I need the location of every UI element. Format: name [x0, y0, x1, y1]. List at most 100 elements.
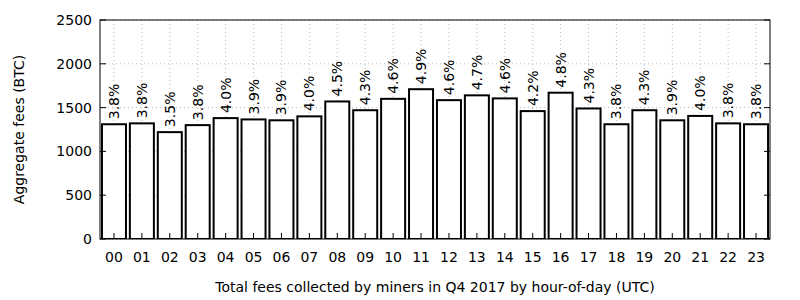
annotation: 4.6% — [385, 58, 401, 94]
x-tick-label: 21 — [691, 249, 709, 265]
x-tick-label: 23 — [747, 249, 765, 265]
x-tick-label: 07 — [300, 249, 318, 265]
bar — [493, 98, 517, 239]
annotation: 4.9% — [413, 49, 429, 85]
bar — [465, 95, 489, 239]
tick — [764, 151, 770, 152]
tick — [309, 233, 310, 239]
annotation: 3.5% — [162, 92, 178, 128]
annotation: 3.8% — [190, 85, 206, 121]
tick — [532, 233, 533, 239]
tick — [337, 233, 338, 239]
y-tick-label: 2000 — [56, 56, 92, 72]
x-tick-label: 09 — [356, 249, 374, 265]
tick — [560, 233, 561, 239]
annotation: 4.0% — [218, 78, 234, 114]
bar — [297, 116, 321, 239]
x-tick-label: 13 — [468, 249, 486, 265]
tick — [253, 233, 254, 239]
x-tick-label: 15 — [524, 249, 542, 265]
annotation: 3.8% — [106, 84, 122, 120]
x-tick-label: 05 — [245, 249, 263, 265]
bar — [269, 120, 293, 239]
frame — [100, 20, 770, 239]
tick — [764, 107, 770, 108]
bar — [744, 124, 768, 239]
x-tick-label: 01 — [133, 249, 151, 265]
x-tick-label: 10 — [384, 249, 402, 265]
y-axis-label: Aggregate fees (BTC) — [11, 55, 27, 204]
annotation: 4.0% — [692, 75, 708, 111]
x-tick-label: 06 — [273, 249, 291, 265]
x-tick-label: 03 — [189, 249, 207, 265]
bar — [242, 119, 266, 239]
bar — [549, 93, 573, 239]
tick — [764, 195, 770, 196]
bar — [632, 110, 656, 239]
tick — [476, 233, 477, 239]
bar — [716, 123, 740, 239]
tick — [644, 233, 645, 239]
tick — [365, 233, 366, 239]
tick — [756, 233, 757, 239]
tick — [100, 63, 106, 64]
x-axis-label: Total fees collected by miners in Q4 201… — [214, 279, 654, 295]
bar — [325, 101, 349, 239]
tick — [169, 233, 170, 239]
tick — [281, 233, 282, 239]
annotation: 4.5% — [329, 61, 345, 97]
y-tick-label: 1000 — [56, 143, 92, 159]
bar — [186, 125, 210, 239]
x-tick-label: 14 — [496, 249, 514, 265]
y-tick-label: 2500 — [56, 12, 92, 28]
tick — [764, 20, 770, 21]
y-tick-label: 500 — [65, 187, 92, 203]
annotation: 3.9% — [273, 80, 289, 116]
annotation: 3.8% — [748, 84, 764, 120]
tick — [764, 63, 770, 64]
x-tick-label: 08 — [328, 249, 346, 265]
tick — [393, 233, 394, 239]
x-tick-label: 02 — [161, 249, 179, 265]
tick — [616, 233, 617, 239]
tick — [100, 20, 106, 21]
y-tick-label: 1500 — [56, 100, 92, 116]
bar — [688, 116, 712, 239]
annotation: 4.2% — [525, 71, 541, 107]
annotation: 3.8% — [608, 84, 624, 120]
tick — [448, 233, 449, 239]
x-tick-label: 11 — [412, 249, 430, 265]
grid-line — [100, 63, 770, 64]
bar — [660, 120, 684, 239]
tick — [728, 233, 729, 239]
annotation: 4.7% — [469, 55, 485, 91]
tick — [100, 151, 106, 152]
x-tick-label: 16 — [552, 249, 570, 265]
bar — [521, 111, 545, 239]
x-tick-label: 20 — [663, 249, 681, 265]
tick — [504, 233, 505, 239]
x-tick-label: 00 — [105, 249, 123, 265]
tick — [113, 233, 114, 239]
bar — [214, 118, 238, 239]
x-tick-label: 17 — [580, 249, 598, 265]
bar — [353, 110, 377, 239]
annotation: 4.3% — [636, 70, 652, 106]
annotation: 3.8% — [720, 83, 736, 119]
tick — [700, 233, 701, 239]
bar — [577, 108, 601, 239]
annotation: 4.6% — [497, 58, 513, 94]
tick — [421, 233, 422, 239]
annotation: 4.8% — [553, 52, 569, 88]
tick — [197, 233, 198, 239]
annotation: 3.9% — [246, 79, 262, 115]
annotation: 4.3% — [581, 68, 597, 104]
bar — [437, 100, 461, 239]
bar — [102, 124, 126, 239]
x-tick-label: 22 — [719, 249, 737, 265]
tick — [100, 239, 106, 240]
annotation: 4.6% — [441, 60, 457, 96]
bar — [604, 124, 628, 239]
bar — [158, 132, 182, 239]
x-tick-label: 04 — [217, 249, 235, 265]
